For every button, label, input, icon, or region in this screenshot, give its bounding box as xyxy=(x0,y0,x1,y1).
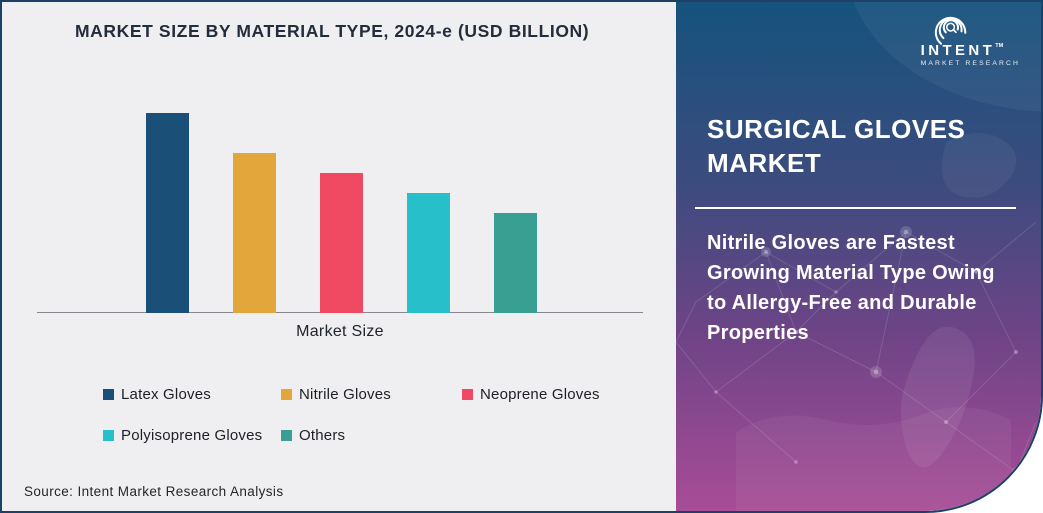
chart-legend: Latex Gloves Nitrile Gloves Neoprene Glove… xyxy=(103,386,600,444)
legend-swatch-icon xyxy=(281,430,292,441)
side-panel: INTENT TM MARKET RESEARCH SURGICAL GLOVE… xyxy=(676,2,1041,511)
brand-trademark: TM xyxy=(995,43,1004,49)
brand-logo-text: INTENT TM MARKET RESEARCH xyxy=(921,42,1020,67)
legend-label: Neoprene Gloves xyxy=(480,386,600,403)
panel-divider xyxy=(695,207,1016,209)
chart-title: MARKET SIZE BY MATERIAL TYPE, 2024-e (US… xyxy=(75,21,590,41)
panel-title: SURGICAL GLOVES MARKET xyxy=(707,112,965,180)
panel-title-line-1: SURGICAL GLOVES xyxy=(707,114,966,144)
chart-section: MARKET SIZE BY MATERIAL TYPE, 2024-e (US… xyxy=(2,2,676,511)
intent-logo-icon xyxy=(934,16,966,45)
legend-item-latex-gloves: Latex Gloves xyxy=(103,386,281,403)
legend-item-others: Others xyxy=(281,427,462,444)
bar-polyisoprene-gloves xyxy=(407,193,450,313)
legend-label: Others xyxy=(299,427,346,444)
panel-description-line-2: Growing Material Type Owing xyxy=(707,262,995,284)
bar-neoprene-gloves xyxy=(320,173,363,313)
legend-swatch-icon xyxy=(103,389,114,400)
x-axis-label: Market Size xyxy=(296,323,384,340)
panel-title-line-2: MARKET xyxy=(707,148,822,178)
legend-label: Polyisoprene Gloves xyxy=(121,427,263,444)
legend-label: Latex Gloves xyxy=(121,386,211,403)
bar-others xyxy=(494,213,537,313)
legend-item-polyisoprene-gloves: Polyisoprene Gloves xyxy=(103,427,281,444)
brand-tagline: MARKET RESEARCH xyxy=(920,60,1020,67)
source-note: Source: Intent Market Research Analysis xyxy=(24,484,284,499)
bar-latex-gloves xyxy=(146,113,189,313)
legend-swatch-icon xyxy=(281,389,292,400)
panel-description: Nitrile Gloves are Fastest Growing Mater… xyxy=(707,228,1029,348)
legend-swatch-icon xyxy=(103,430,114,441)
legend-item-neoprene-gloves: Neoprene Gloves xyxy=(462,386,600,403)
panel-description-line-4: Properties xyxy=(707,322,809,344)
panel-description-line-3: to Allergy-Free and Durable xyxy=(707,292,977,314)
brand-name: INTENT xyxy=(920,42,996,59)
bar-nitrile-gloves xyxy=(233,153,276,313)
legend-item-nitrile-gloves: Nitrile Gloves xyxy=(281,386,462,403)
bar-chart-plot xyxy=(37,90,643,313)
legend-label: Nitrile Gloves xyxy=(299,386,391,403)
legend-swatch-icon xyxy=(462,389,473,400)
brand-logo: INTENT TM MARKET RESEARCH xyxy=(921,11,1020,67)
panel-description-line-1: Nitrile Gloves are Fastest xyxy=(707,232,955,254)
